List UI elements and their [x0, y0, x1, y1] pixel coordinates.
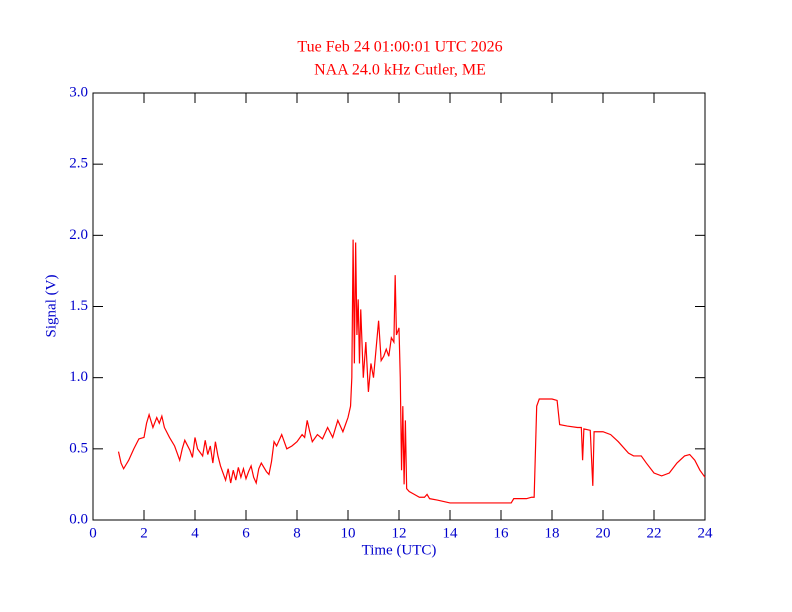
y-tick-label: 2.0 — [69, 227, 88, 243]
x-tick-label: 20 — [596, 525, 611, 541]
x-tick-label: 24 — [698, 525, 714, 541]
x-tick-label: 6 — [242, 525, 250, 541]
signal-line — [117, 239, 706, 504]
x-tick-label: 2 — [140, 525, 148, 541]
x-tick-label: 8 — [293, 525, 301, 541]
y-tick-label: 1.5 — [69, 298, 88, 314]
chart-subtitle: NAA 24.0 kHz Cutler, ME — [314, 62, 486, 79]
y-tick-label: 0.5 — [69, 440, 88, 456]
x-tick-label: 22 — [647, 525, 662, 541]
y-axis-label: Signal (V) — [43, 275, 59, 338]
y-tick-label: 1.0 — [69, 369, 88, 385]
x-tick-label: 0 — [89, 525, 97, 541]
x-tick-label: 16 — [494, 525, 510, 541]
y-tick-label: 0.0 — [69, 511, 88, 527]
y-tick-label: 3.0 — [69, 84, 88, 100]
x-tick-label: 4 — [191, 525, 199, 541]
x-tick-label: 14 — [443, 525, 459, 541]
plot-frame — [92, 92, 706, 521]
chart-title: Tue Feb 24 01:00:01 UTC 2026 — [297, 39, 502, 56]
x-tick-label: 10 — [341, 525, 356, 541]
y-tick-label: 2.5 — [69, 156, 88, 172]
x-axis-label: Time (UTC) — [362, 542, 437, 558]
x-tick-label: 12 — [392, 525, 407, 541]
x-tick-label: 18 — [545, 525, 560, 541]
